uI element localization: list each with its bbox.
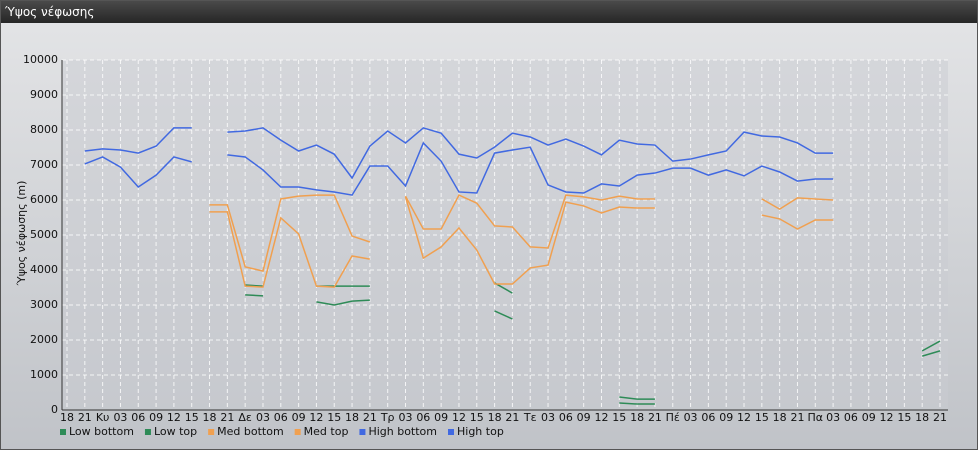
x-tick-label: 18 <box>203 411 217 424</box>
y-tick-label: 1000 <box>30 368 58 381</box>
legend-label: High top <box>457 425 504 438</box>
x-tick-label: 12 <box>737 411 751 424</box>
x-tick-label: 21 <box>790 411 804 424</box>
x-tick-label: Πα <box>808 411 824 424</box>
legend-swatch <box>60 429 66 435</box>
x-tick-label: 09 <box>577 411 591 424</box>
x-tick-label: 09 <box>862 411 876 424</box>
x-tick-label: 15 <box>185 411 199 424</box>
x-tick-label: 21 <box>505 411 519 424</box>
line-segment <box>84 156 192 189</box>
legend-swatch <box>208 429 215 435</box>
x-tick-label: Τε <box>523 411 537 424</box>
line-segment <box>245 284 264 287</box>
line-segment <box>761 214 834 230</box>
x-tick-label: 03 <box>541 411 555 424</box>
legend-swatch <box>294 429 301 435</box>
x-tick-label: 15 <box>470 411 484 424</box>
y-tick-label: 3000 <box>30 298 58 311</box>
line-segment <box>619 396 655 400</box>
line-segment <box>921 350 941 357</box>
x-tick-label: 09 <box>149 411 163 424</box>
line-segment <box>404 196 655 285</box>
x-tick-label: 21 <box>78 411 92 424</box>
x-tick-label: 12 <box>880 411 894 424</box>
line-segment <box>619 402 655 405</box>
x-tick-label: 03 <box>113 411 127 424</box>
y-tick-label: 6000 <box>30 193 58 206</box>
x-tick-label: 15 <box>897 411 911 424</box>
legend-label: Low top <box>154 425 197 438</box>
line-segment <box>921 340 941 352</box>
y-tick-label: 2000 <box>30 333 58 346</box>
x-tick-label: 03 <box>826 411 840 424</box>
x-tick-label: Τρ <box>380 411 395 424</box>
y-tick-label: 0 <box>51 403 58 416</box>
x-tick-label: 03 <box>399 411 413 424</box>
x-tick-label: 21 <box>933 411 947 424</box>
y-tick-label: 4000 <box>30 263 58 276</box>
y-tick-label: 5000 <box>30 228 58 241</box>
x-tick-label: 21 <box>648 411 662 424</box>
x-tick-label: 06 <box>844 411 858 424</box>
x-tick-label: 18 <box>630 411 644 424</box>
x-tick-label: 03 <box>684 411 698 424</box>
legend-swatch <box>359 429 366 435</box>
legend-label: Low bottom <box>69 425 134 438</box>
legend-label: Med top <box>304 425 349 438</box>
line-segment <box>494 310 513 320</box>
x-tick-label: 12 <box>594 411 608 424</box>
line-segment <box>209 211 371 288</box>
y-tick-label: 9000 <box>30 88 58 101</box>
x-tick-label: 06 <box>559 411 573 424</box>
y-tick-label: 7000 <box>30 158 58 171</box>
x-tick-label: 15 <box>755 411 769 424</box>
x-tick-label: 06 <box>274 411 288 424</box>
legend-label: Med bottom <box>217 425 284 438</box>
x-tick-label: 21 <box>220 411 234 424</box>
line-segment <box>227 141 834 196</box>
x-tick-label: 09 <box>292 411 306 424</box>
line-segment <box>404 194 655 249</box>
x-tick-label: 12 <box>309 411 323 424</box>
window-title: Ύψος νέφωσης <box>1 1 977 23</box>
x-tick-label: 18 <box>345 411 359 424</box>
line-segment <box>761 197 834 210</box>
y-tick-label: 10000 <box>23 53 58 66</box>
x-tick-label: 21 <box>363 411 377 424</box>
line-segment <box>84 127 192 154</box>
y-tick-label: 8000 <box>30 123 58 136</box>
x-tick-label: 18 <box>915 411 929 424</box>
x-tick-label: 03 <box>256 411 270 424</box>
x-tick-label: 06 <box>416 411 430 424</box>
x-tick-label: Κυ <box>96 411 110 424</box>
legend-swatch <box>144 429 151 435</box>
line-segment <box>245 294 264 297</box>
x-tick-label: 15 <box>327 411 341 424</box>
chart: Ύψος νέφωσης (m) 0 1000 2000 3000 4000 5000 60… <box>15 53 948 438</box>
legend-label: High bottom <box>368 425 437 438</box>
x-tick-label: 12 <box>452 411 466 424</box>
x-tick-label: Δε <box>238 411 252 424</box>
x-tick-label: 18 <box>60 411 74 424</box>
x-tick-label: 09 <box>719 411 733 424</box>
y-axis-label: Ύψος νέφωσης (m) <box>15 181 28 287</box>
x-tick-label: 18 <box>773 411 787 424</box>
line-segment <box>209 194 371 272</box>
line-segment <box>227 127 834 180</box>
legend-swatch <box>448 429 454 435</box>
x-tick-label: 12 <box>167 411 181 424</box>
x-tick-label: 06 <box>131 411 145 424</box>
line-segment <box>316 299 370 306</box>
x-tick-label: 15 <box>612 411 626 424</box>
x-tick-label: Πέ <box>666 411 680 424</box>
x-tick-label: 06 <box>701 411 715 424</box>
x-tick-label: 09 <box>434 411 448 424</box>
x-tick-label: 18 <box>488 411 502 424</box>
